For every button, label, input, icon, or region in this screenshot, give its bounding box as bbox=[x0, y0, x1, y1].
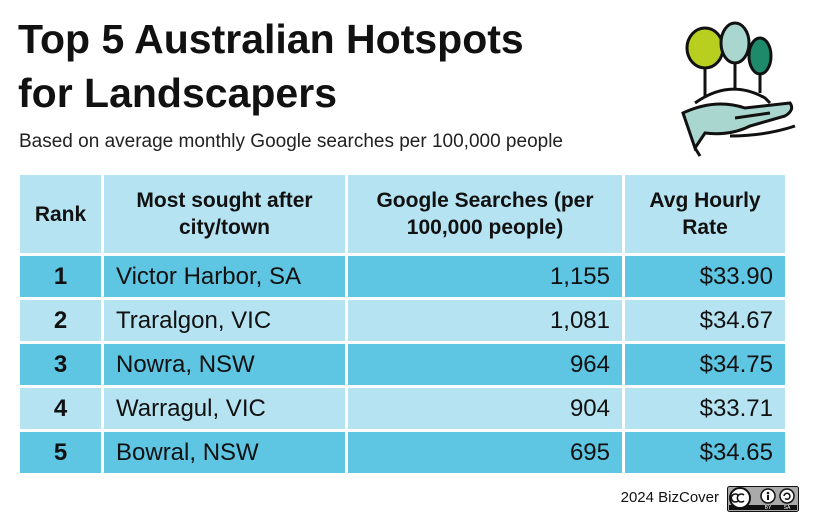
table-cell: 5 bbox=[20, 432, 101, 473]
license-label: SA bbox=[784, 505, 791, 511]
table-row: 5 Bowral, NSW 695 $34.65 bbox=[20, 432, 785, 473]
table-cell: Traralgon, VIC bbox=[104, 300, 345, 341]
title: Top 5 Australian Hotspots for Landscaper… bbox=[18, 12, 524, 120]
table-cell: $34.67 bbox=[625, 300, 785, 341]
table-cell: Nowra, NSW bbox=[104, 344, 345, 385]
table-row: 4 Warragul, VIC 904 $33.71 bbox=[20, 388, 785, 429]
table-cell: Victor Harbor, SA bbox=[104, 256, 345, 297]
table-cell: 1,155 bbox=[348, 256, 622, 297]
table: Rank Most sought after city/town Google Se… bbox=[17, 172, 788, 476]
table-cell: $33.90 bbox=[625, 256, 785, 297]
column-header: Avg Hourly Rate bbox=[625, 175, 785, 253]
table-cell: 1 bbox=[20, 256, 101, 297]
header-row: Rank Most sought after city/town Google Se… bbox=[20, 175, 785, 253]
subtitle: Based on average monthly Google searches… bbox=[19, 131, 563, 152]
table-row: 2 Traralgon, VIC 1,081 $34.67 bbox=[20, 300, 785, 341]
table-cell: 695 bbox=[348, 432, 622, 473]
table-row: 3 Nowra, NSW 964 $34.75 bbox=[20, 344, 785, 385]
table-cell: 2 bbox=[20, 300, 101, 341]
table-cell: $33.71 bbox=[625, 388, 785, 429]
table-cell: $34.75 bbox=[625, 344, 785, 385]
table-cell: Bowral, NSW bbox=[104, 432, 345, 473]
table-row: 1 Victor Harbor, SA 1,155 $33.90 bbox=[20, 256, 785, 297]
table-cell: 964 bbox=[348, 344, 622, 385]
table-cell: 4 bbox=[20, 388, 101, 429]
table-cell: 1,081 bbox=[348, 300, 622, 341]
table-cell: 904 bbox=[348, 388, 622, 429]
table-cell: 3 bbox=[20, 344, 101, 385]
table-cell: $34.65 bbox=[625, 432, 785, 473]
table-cell: Warragul, VIC bbox=[104, 388, 345, 429]
table-body: 1 Victor Harbor, SA 1,155 $33.90 2 Traralgon,… bbox=[20, 256, 785, 473]
license-label: BY bbox=[765, 505, 772, 511]
license-badge: BY SA bbox=[727, 486, 799, 512]
hand-trees-icon bbox=[681, 21, 796, 157]
title-line: Top 5 Australian Hotspots bbox=[18, 16, 524, 62]
credit: 2024 BizCover bbox=[620, 489, 719, 506]
column-header: Rank bbox=[20, 175, 101, 253]
column-header: Most sought after city/town bbox=[104, 175, 345, 253]
title-line: for Landscapers bbox=[18, 70, 337, 116]
column-header: Google Searches (per 100,000 people) bbox=[348, 175, 622, 253]
